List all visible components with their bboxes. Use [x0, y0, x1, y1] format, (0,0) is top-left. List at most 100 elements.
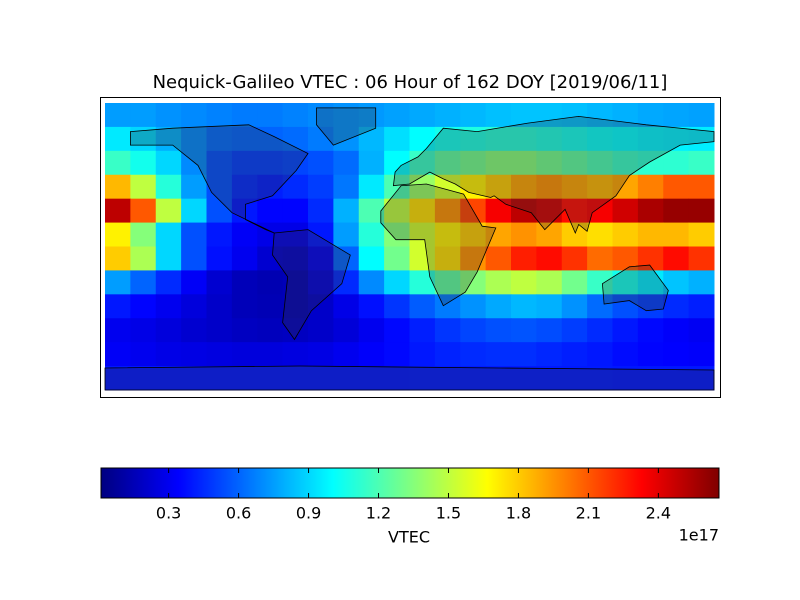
- heatmap-cell: [460, 103, 487, 128]
- heatmap-cell: [231, 294, 258, 319]
- heatmap-cell: [308, 246, 334, 271]
- heatmap-cell: [409, 342, 436, 367]
- heatmap-cell: [282, 103, 309, 128]
- heatmap-cell: [612, 126, 639, 152]
- heatmap-cell: [460, 246, 487, 271]
- heatmap-cell: [231, 246, 258, 271]
- heatmap-cell: [587, 198, 613, 224]
- heatmap-cell: [587, 174, 613, 200]
- heatmap-cell: [536, 103, 563, 128]
- heatmap-cell: [308, 342, 334, 367]
- heatmap-cell: [231, 103, 258, 128]
- heatmap-cell: [130, 103, 157, 128]
- heatmap-cell: [511, 126, 537, 152]
- heatmap-cell: [612, 246, 639, 271]
- heatmap-cell: [105, 126, 131, 152]
- heatmap-cell: [511, 103, 537, 128]
- heatmap-cell: [358, 318, 385, 343]
- heatmap-cell: [130, 150, 157, 176]
- heatmap-cell: [409, 222, 436, 247]
- heatmap-cell: [663, 246, 690, 271]
- heatmap-cell: [257, 150, 284, 176]
- heatmap-cell: [181, 222, 207, 247]
- heatmap-cell: [384, 103, 410, 128]
- heatmap-cell: [460, 318, 487, 343]
- heatmap-cell: [308, 294, 334, 319]
- heatmap-cell: [384, 198, 410, 224]
- heatmap-cell: [130, 270, 157, 295]
- heatmap-cell: [637, 270, 664, 295]
- heatmap-cell: [206, 294, 233, 319]
- heatmap-cell: [434, 246, 461, 271]
- heatmap-cell: [181, 318, 207, 343]
- heatmap-cell: [434, 294, 461, 319]
- heatmap-cell: [333, 103, 360, 128]
- chart-title: Nequick-Galileo VTEC : 06 Hour of 162 DO…: [153, 72, 668, 93]
- colorbar-tick-label: 0.9: [296, 504, 321, 523]
- heatmap-cell: [333, 270, 360, 295]
- colorbar-tick-label: 1.8: [506, 504, 531, 523]
- heatmap-cell: [663, 222, 690, 247]
- heatmap-cell: [257, 103, 284, 128]
- heatmap-cell: [206, 222, 233, 247]
- heatmap-cell: [206, 366, 233, 391]
- heatmap-cell: [384, 270, 410, 295]
- heatmap-cell: [333, 222, 360, 247]
- heatmap-cell: [637, 126, 664, 152]
- heatmap-cell: [358, 366, 385, 391]
- heatmap-cell: [485, 126, 512, 152]
- heatmap-cell: [434, 222, 461, 247]
- heatmap-cell: [105, 318, 131, 343]
- heatmap-cell: [587, 342, 613, 367]
- heatmap-cell: [333, 318, 360, 343]
- heatmap-cell: [511, 342, 537, 367]
- heatmap-cell: [511, 150, 537, 176]
- colorbar-tick-label: 0.6: [226, 504, 251, 523]
- heatmap-cell: [460, 222, 487, 247]
- heatmap-cell: [257, 294, 284, 319]
- heatmap-cell: [536, 342, 563, 367]
- heatmap-cell: [688, 270, 715, 295]
- heatmap-cell: [155, 318, 182, 343]
- heatmap-cell: [181, 342, 207, 367]
- heatmap-cell: [155, 126, 182, 152]
- heatmap-cell: [358, 174, 385, 200]
- heatmap-cell: [333, 294, 360, 319]
- heatmap-cell: [155, 294, 182, 319]
- heatmap-cell: [561, 342, 588, 367]
- heatmap-cell: [384, 342, 410, 367]
- heatmap-cell: [612, 318, 639, 343]
- heatmap-cell: [105, 246, 131, 271]
- south-america: [272, 229, 351, 341]
- heatmap-cell: [130, 342, 157, 367]
- heatmap-cell: [105, 150, 131, 176]
- heatmap-cell: [308, 270, 334, 295]
- heatmap-cell: [155, 366, 182, 391]
- heatmap-cell: [485, 174, 512, 200]
- heatmap-cell: [384, 126, 410, 152]
- heatmap-cell: [231, 174, 258, 200]
- heatmap-cell: [231, 270, 258, 295]
- heatmap-cell: [688, 222, 715, 247]
- heatmap-cell: [485, 294, 512, 319]
- heatmap-cell: [587, 246, 613, 271]
- heatmap-cell: [485, 150, 512, 176]
- heatmap-cell: [181, 198, 207, 224]
- heatmap-cell: [206, 150, 233, 176]
- heatmap-cell: [536, 246, 563, 271]
- heatmap-cell: [206, 246, 233, 271]
- heatmap-cell: [637, 342, 664, 367]
- heatmap-cell: [663, 366, 690, 391]
- heatmap-cell: [536, 174, 563, 200]
- heatmap-cell: [384, 246, 410, 271]
- heatmap-cell: [688, 103, 715, 128]
- heatmap-cell: [561, 222, 588, 247]
- heatmap-cell: [434, 150, 461, 176]
- heatmap-cell: [181, 126, 207, 152]
- heatmap-cell: [384, 174, 410, 200]
- heatmap-cell: [485, 270, 512, 295]
- heatmap-cell: [409, 150, 436, 176]
- heatmap-cell: [282, 342, 309, 367]
- heatmap-cell: [511, 294, 537, 319]
